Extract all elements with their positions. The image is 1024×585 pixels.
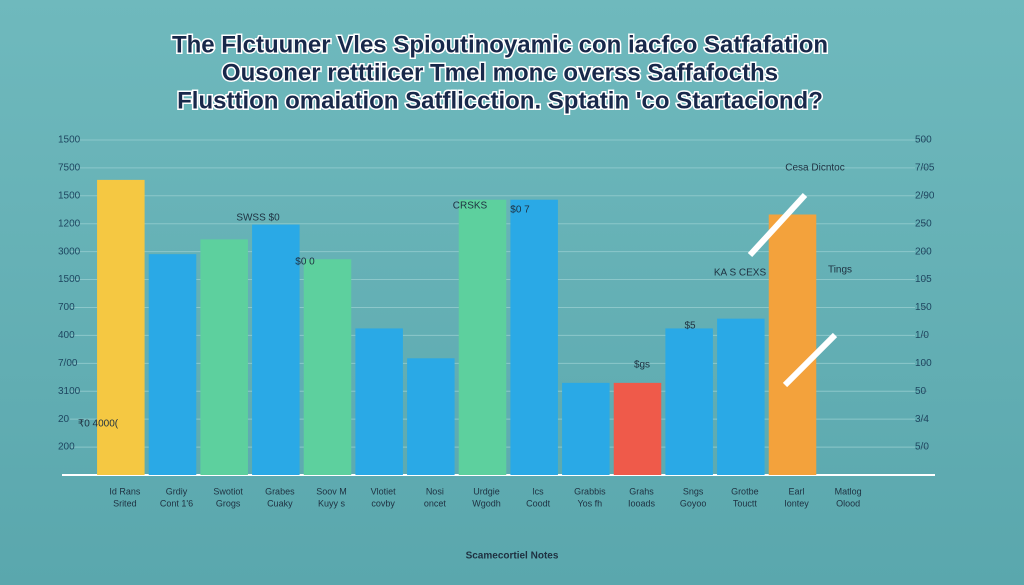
x-tick-label: Yos fh <box>577 498 602 508</box>
x-tick-label: Goyoo <box>680 498 707 508</box>
x-tick-label: Urdgie <box>473 486 500 496</box>
bar <box>97 179 145 475</box>
y-tick-label: 7/00 <box>58 358 78 369</box>
x-tick-label: Cuaky <box>267 498 293 508</box>
x-tick-label: Olood <box>836 498 860 508</box>
y2-tick-label: 50 <box>915 386 927 397</box>
chart-title: The Flctuuner Vles Spioutinoyamic con ia… <box>172 31 828 58</box>
annotation: $gs <box>634 360 650 371</box>
annotation: SWSS $0 <box>236 213 280 224</box>
x-tick-label: Nosi <box>426 486 444 496</box>
bar <box>355 328 403 475</box>
bar <box>562 382 610 475</box>
y-tick-label: 20 <box>58 414 70 425</box>
y2-tick-label: 200 <box>915 246 932 257</box>
chart-title: Ousoner retttiicer Tmel monc overss Saff… <box>222 59 778 86</box>
x-tick-label: Sngs <box>683 486 704 496</box>
trend-arrow <box>782 332 838 388</box>
bar <box>303 259 352 475</box>
x-tick-label: Iooads <box>628 498 656 508</box>
y-tick-label: 1500 <box>58 190 81 201</box>
bar <box>200 239 248 475</box>
x-tick-label: Id Rans <box>109 486 141 496</box>
y-tick-label: 1500 <box>58 135 81 146</box>
y-tick-label: 3100 <box>58 386 81 397</box>
x-tick-label: covby <box>371 498 395 508</box>
x-tick-label: Coodt <box>526 498 551 508</box>
bar <box>613 382 662 475</box>
annotation: CRSKS <box>453 201 488 212</box>
x-tick-label: Wgodh <box>472 498 501 508</box>
x-tick-label: Vlotiet <box>371 486 397 496</box>
annotation: $0 7 <box>510 205 530 216</box>
bar <box>252 224 300 475</box>
y-tick-label: 700 <box>58 302 75 313</box>
y2-tick-label: 2/90 <box>915 190 935 201</box>
x-tick-label: Swotiot <box>213 486 243 496</box>
x-tick-label: Touctt <box>733 498 758 508</box>
x-tick-label: Grabes <box>265 486 295 496</box>
y-tick-label: 7500 <box>58 163 81 174</box>
annotation: ₹0 4000( <box>78 419 119 430</box>
y2-tick-label: 7/05 <box>915 163 935 174</box>
bar <box>407 358 455 475</box>
x-tick-label: lcs <box>533 486 544 496</box>
annotation: $0 0 <box>295 257 315 268</box>
annotation: KA S CEXS <box>714 268 767 279</box>
y2-tick-label: 150 <box>915 302 932 313</box>
annotation: Cesa Dicntoc <box>785 163 844 174</box>
x-tick-label: Grabbis <box>574 486 606 496</box>
y-tick-label: 1500 <box>58 274 81 285</box>
y2-tick-label: 500 <box>915 135 932 146</box>
y-tick-label: 400 <box>58 330 75 341</box>
trend-arrow <box>747 192 808 258</box>
footer: Scamecortiel Notes <box>466 551 559 562</box>
y2-tick-label: 3/4 <box>915 414 929 425</box>
x-tick-label: Grdiy <box>166 486 188 496</box>
x-tick-label: oncet <box>424 498 447 508</box>
y2-tick-label: 100 <box>915 358 932 369</box>
y-tick-label: 200 <box>58 442 75 453</box>
x-tick-label: Grogs <box>216 498 241 508</box>
annotation: Tings <box>828 265 852 276</box>
annotation: $5 <box>684 321 696 332</box>
x-tick-label: Srited <box>113 498 137 508</box>
bar <box>768 214 817 475</box>
y-tick-label: 1200 <box>58 218 81 229</box>
y-tick-label: 3000 <box>58 246 81 257</box>
bar <box>458 199 507 475</box>
bar <box>665 328 713 475</box>
y2-tick-label: 5/0 <box>915 442 929 453</box>
y2-tick-label: 105 <box>915 274 932 285</box>
bar <box>717 318 765 475</box>
x-tick-label: Iontey <box>784 498 809 508</box>
x-tick-label: Matlog <box>835 486 862 496</box>
x-tick-label: Earl <box>788 486 804 496</box>
x-tick-label: Grahs <box>629 486 654 496</box>
bar <box>148 254 197 475</box>
y2-tick-label: 1/0 <box>915 330 929 341</box>
x-tick-label: Kuyy s <box>318 498 346 508</box>
bar <box>510 199 558 475</box>
x-tick-label: Soov M <box>316 486 347 496</box>
x-tick-label: Grotbe <box>731 486 759 496</box>
x-tick-label: Cont 1'6 <box>160 498 193 508</box>
chart-title: Flusttion omaiation Satflicction. Sptati… <box>177 87 823 114</box>
y2-tick-label: 250 <box>915 218 932 229</box>
